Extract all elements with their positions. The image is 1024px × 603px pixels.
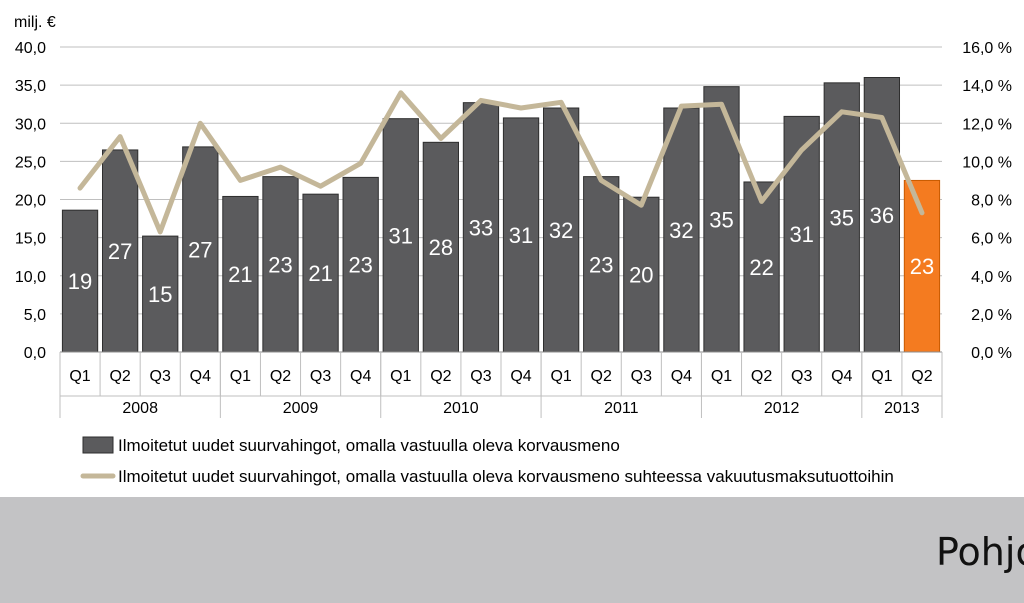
bar-value-label: 33 xyxy=(469,215,493,240)
bar-series: 19 27 15 27 21 23 21 23 31 28 33 31 32 23 20 32 35 22 31 35… xyxy=(61,77,941,353)
y-left-tick-label: 10,0 xyxy=(15,269,46,286)
bar xyxy=(823,82,860,353)
bar-value-label: 23 xyxy=(268,252,292,277)
y-left-tick-label: 40,0 xyxy=(15,40,46,57)
bar-value-label: 23 xyxy=(589,252,613,277)
x-year-label: 2008 xyxy=(122,400,158,417)
y-right-tick-label: 4,0 % xyxy=(971,269,1012,286)
bar-value-label: 31 xyxy=(509,223,533,248)
x-quarter-label: Q3 xyxy=(310,368,331,385)
bar-value-label: 22 xyxy=(749,255,773,280)
x-quarter-label: Q2 xyxy=(751,368,772,385)
x-quarter-label: Q2 xyxy=(109,368,130,385)
bar xyxy=(382,118,419,353)
x-quarter-label: Q1 xyxy=(69,368,90,385)
bar-value-label: 32 xyxy=(549,218,573,243)
bar-value-label: 19 xyxy=(68,269,92,294)
x-quarter-label: Q1 xyxy=(550,368,571,385)
legend-label-bar: Ilmoitetut uudet suurvahingot, omalla va… xyxy=(118,436,620,455)
y-right-tick-label: 10,0 % xyxy=(962,154,1012,171)
x-quarter-label: Q4 xyxy=(350,368,371,385)
x-quarter-label: Q2 xyxy=(270,368,291,385)
bar xyxy=(502,117,540,353)
bar xyxy=(262,176,299,353)
x-year-label: 2011 xyxy=(604,400,639,417)
bar-value-label: 27 xyxy=(108,239,132,264)
y-right-tick-label: 6,0 % xyxy=(971,231,1012,248)
x-quarter-label: Q2 xyxy=(591,368,612,385)
bar-value-label: 28 xyxy=(429,235,453,260)
legend-swatch-bar xyxy=(82,436,114,454)
bar xyxy=(783,115,820,353)
bar xyxy=(342,176,379,353)
y-right-tick-label: 0,0 % xyxy=(971,345,1012,362)
y-left-tick-label: 35,0 xyxy=(15,78,46,95)
bar xyxy=(542,107,580,353)
x-quarter-label: Q1 xyxy=(871,368,892,385)
x-quarter-label: Q2 xyxy=(911,368,932,385)
bar-value-label: 27 xyxy=(188,237,212,262)
x-quarter-label: Q4 xyxy=(510,368,531,385)
x-quarter-label: Q4 xyxy=(831,368,852,385)
x-quarter-label: Q1 xyxy=(390,368,411,385)
x-quarter-label: Q1 xyxy=(711,368,732,385)
y-right-tick-label: 14,0 % xyxy=(962,78,1012,95)
bar xyxy=(623,196,660,353)
bar-value-label: 35 xyxy=(830,205,854,230)
bar-value-label: 36 xyxy=(870,203,894,228)
bar xyxy=(61,209,99,353)
bar-value-label: 23 xyxy=(910,254,934,279)
x-quarter-label: Q4 xyxy=(671,368,692,385)
bar xyxy=(743,181,780,353)
legend: Ilmoitetut uudet suurvahingot, omalla va… xyxy=(80,436,894,486)
axes: 0,0 5,0 10,0 15,0 20,0 25,0 30,0 35,0 40,0 0,0 % 2… xyxy=(15,40,1012,418)
y-left-tick-label: 25,0 xyxy=(15,154,46,171)
bar-value-label: 23 xyxy=(348,253,372,278)
x-quarter-label: Q3 xyxy=(470,368,491,385)
bar-value-label: 21 xyxy=(308,261,332,286)
y-left-tick-label: 20,0 xyxy=(15,193,46,210)
x-quarter-label: Q3 xyxy=(150,368,171,385)
chart: milj. € 19 27 15 27 21 23 21 23 31 28 33 31 32 23 20 32… xyxy=(14,14,1012,486)
x-quarter-label: Q4 xyxy=(190,368,211,385)
bar-value-label: 31 xyxy=(389,223,413,248)
x-quarter-label: Q3 xyxy=(631,368,652,385)
x-year-label: 2009 xyxy=(283,400,319,417)
y-right-tick-label: 12,0 % xyxy=(962,116,1012,133)
y-axis-left-title: milj. € xyxy=(14,14,56,31)
y-left-tick-label: 5,0 xyxy=(24,307,46,324)
footer-logo-text: Pohjo xyxy=(936,530,1024,574)
x-year-label: 2010 xyxy=(443,400,479,417)
legend-label-line: Ilmoitetut uudet suurvahingot, omalla va… xyxy=(118,467,894,486)
bar-value-label: 20 xyxy=(629,263,653,288)
ratio-line xyxy=(77,90,925,235)
bar-value-label: 31 xyxy=(789,222,813,247)
y-right-tick-label: 2,0 % xyxy=(971,307,1012,324)
bar-value-label: 21 xyxy=(228,262,252,287)
bar xyxy=(302,193,339,353)
x-quarter-label: Q2 xyxy=(430,368,451,385)
y-left-tick-label: 0,0 xyxy=(24,345,46,362)
bar xyxy=(663,107,700,353)
footer-band xyxy=(0,497,1024,603)
bar-value-label: 15 xyxy=(148,282,172,307)
y-left-tick-label: 15,0 xyxy=(15,231,46,248)
x-year-label: 2012 xyxy=(764,400,800,417)
y-left-tick-label: 30,0 xyxy=(15,116,46,133)
bar xyxy=(583,176,620,353)
x-quarter-label: Q3 xyxy=(791,368,812,385)
y-right-tick-label: 16,0 % xyxy=(962,40,1012,57)
line-series xyxy=(77,90,925,235)
y-right-tick-label: 8,0 % xyxy=(971,193,1012,210)
x-quarter-label: Q1 xyxy=(230,368,251,385)
x-year-label: 2013 xyxy=(884,400,920,417)
bar-value-label: 35 xyxy=(709,207,733,232)
bar-value-label: 32 xyxy=(669,218,693,243)
bar xyxy=(422,141,460,353)
